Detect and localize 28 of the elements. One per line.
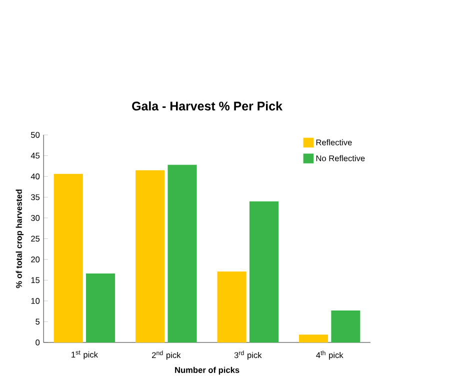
y-tick-label: 5	[36, 318, 40, 325]
x-tick-label: 4$^{th}$ pick	[316, 350, 344, 360]
y-tick-label: 25	[31, 236, 40, 242]
x-axis-title: Number of picks	[175, 366, 240, 375]
chart-title: Gala - Harvest % Per Pick	[132, 101, 282, 110]
y-tick-label: 30	[31, 214, 40, 221]
bar	[249, 201, 279, 342]
bar	[217, 271, 246, 342]
y-tick-label: 15	[31, 277, 40, 284]
bar	[136, 170, 165, 342]
bar	[54, 174, 83, 342]
legend-label: Reflective	[316, 139, 352, 146]
bar	[168, 164, 197, 342]
x-tick-label: 1$^{st}$ pick	[72, 350, 98, 360]
y-tick-label: 45	[30, 152, 40, 158]
x-tick-label: 3$^{rd}$ pick	[234, 350, 262, 360]
y-axis-title: % of total crop harvested	[16, 190, 24, 288]
bar	[331, 310, 360, 342]
y-tick-label: 40	[30, 173, 40, 180]
y-tick-label: 35	[31, 194, 40, 200]
y-tick-label: 0	[36, 339, 40, 346]
y-tick-label: 20	[31, 256, 40, 262]
y-tick-label: 10	[31, 298, 40, 304]
bar	[86, 273, 116, 342]
y-tick-label: 50	[31, 132, 40, 138]
x-tick-label: 2$^{nd}$ pick	[152, 350, 181, 360]
legend-label: No Reflective	[316, 155, 365, 162]
bar	[299, 334, 328, 342]
